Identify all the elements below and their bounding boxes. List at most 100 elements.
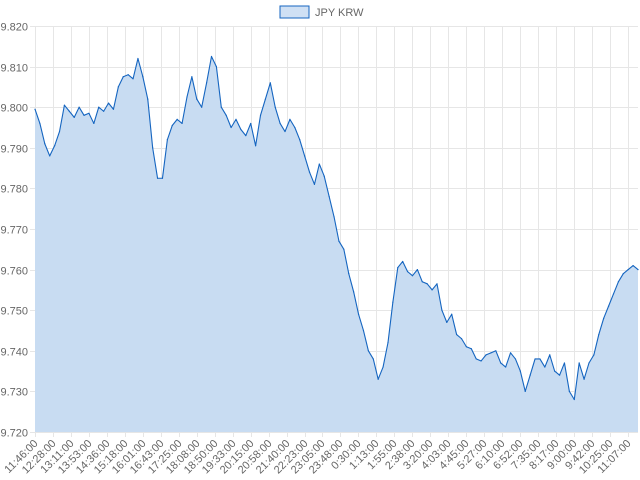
y-tick-label: 9.750 — [0, 306, 28, 318]
data-point — [255, 145, 257, 147]
data-point — [49, 155, 51, 157]
data-point — [377, 378, 379, 380]
data-point — [201, 106, 203, 108]
data-point — [117, 86, 119, 88]
data-point — [54, 145, 56, 147]
y-axis: 9.820 9.810 9.800 9.790 9.780 9.770 9.760 9.750… — [0, 22, 28, 440]
y-tick-label: 9.760 — [0, 266, 28, 278]
data-point — [235, 118, 237, 120]
x-axis: 11:46:0012:28:0013:11:0013:53:0014:36:00… — [2, 438, 633, 477]
series-line — [34, 55, 639, 401]
data-point — [465, 346, 468, 348]
data-point — [205, 82, 208, 84]
data-point — [240, 128, 242, 131]
data-point — [441, 309, 443, 311]
data-point — [112, 108, 115, 110]
data-point — [274, 106, 276, 108]
data-point — [357, 313, 360, 315]
data-point — [161, 177, 164, 179]
data-point — [470, 348, 472, 350]
data-point — [397, 266, 399, 269]
data-point — [318, 163, 320, 165]
data-point — [78, 106, 80, 108]
data-point — [191, 76, 193, 78]
data-point — [544, 366, 546, 368]
data-point — [411, 275, 414, 277]
data-point — [338, 240, 340, 242]
data-point — [210, 55, 213, 58]
data-point — [176, 118, 178, 120]
data-point — [372, 358, 374, 360]
data-point — [156, 177, 159, 179]
y-tick-label: 9.800 — [0, 103, 28, 115]
data-point — [245, 135, 247, 137]
data-point — [617, 281, 619, 283]
data-point — [225, 114, 227, 116]
series-area — [35, 56, 638, 432]
data-point — [387, 342, 389, 344]
data-point — [63, 104, 66, 106]
data-point — [308, 171, 311, 173]
y-tick-label: 9.770 — [0, 225, 28, 237]
data-point — [406, 271, 409, 273]
data-point — [460, 338, 463, 340]
data-point — [593, 354, 595, 356]
legend[interactable]: JPY KRW — [279, 5, 364, 19]
y-tick-label: 9.810 — [0, 63, 28, 75]
data-point — [284, 130, 286, 133]
data-point — [343, 248, 345, 250]
series-line-path — [34, 55, 639, 401]
data-point — [603, 317, 605, 319]
data-point — [230, 126, 232, 129]
data-point — [598, 333, 600, 336]
data-point — [333, 216, 335, 218]
data-point — [500, 362, 502, 364]
data-point — [98, 106, 100, 108]
data-point — [426, 283, 428, 285]
data-point — [588, 362, 590, 364]
data-point — [166, 139, 168, 141]
data-point — [132, 78, 134, 80]
data-point — [431, 289, 433, 291]
data-point — [632, 264, 634, 267]
data-point — [436, 283, 438, 285]
data-point — [58, 130, 61, 133]
y-tick-label: 9.720 — [0, 428, 28, 440]
y-tick-label: 9.730 — [0, 387, 28, 399]
legend-swatch[interactable] — [279, 5, 310, 19]
data-point — [485, 354, 487, 356]
data-point — [220, 106, 222, 108]
data-point — [328, 195, 330, 198]
data-point — [554, 370, 556, 372]
y-tick-label: 9.780 — [0, 184, 28, 196]
data-point — [382, 366, 384, 368]
data-point — [480, 360, 482, 362]
data-point — [490, 352, 492, 354]
data-point — [514, 358, 517, 360]
data-point — [607, 305, 610, 307]
data-point — [583, 378, 585, 380]
data-point — [622, 273, 624, 275]
data-point — [313, 183, 316, 185]
data-point — [475, 358, 477, 360]
data-point — [103, 110, 105, 112]
data-point — [34, 108, 36, 110]
data-point — [353, 291, 355, 293]
data-point — [446, 321, 448, 323]
legend-label[interactable]: JPY KRW — [315, 7, 364, 19]
data-point — [451, 313, 453, 315]
data-point — [519, 370, 521, 372]
data-point — [367, 350, 369, 352]
data-point — [39, 122, 41, 125]
y-tick-label: 9.790 — [0, 144, 28, 156]
data-point — [563, 362, 566, 364]
data-point — [88, 112, 90, 114]
data-point — [186, 96, 188, 98]
data-point — [505, 366, 507, 368]
series-area-fill — [35, 56, 638, 432]
data-point — [573, 398, 575, 401]
data-point — [299, 139, 301, 141]
data-point — [269, 82, 271, 84]
data-point — [289, 118, 291, 120]
